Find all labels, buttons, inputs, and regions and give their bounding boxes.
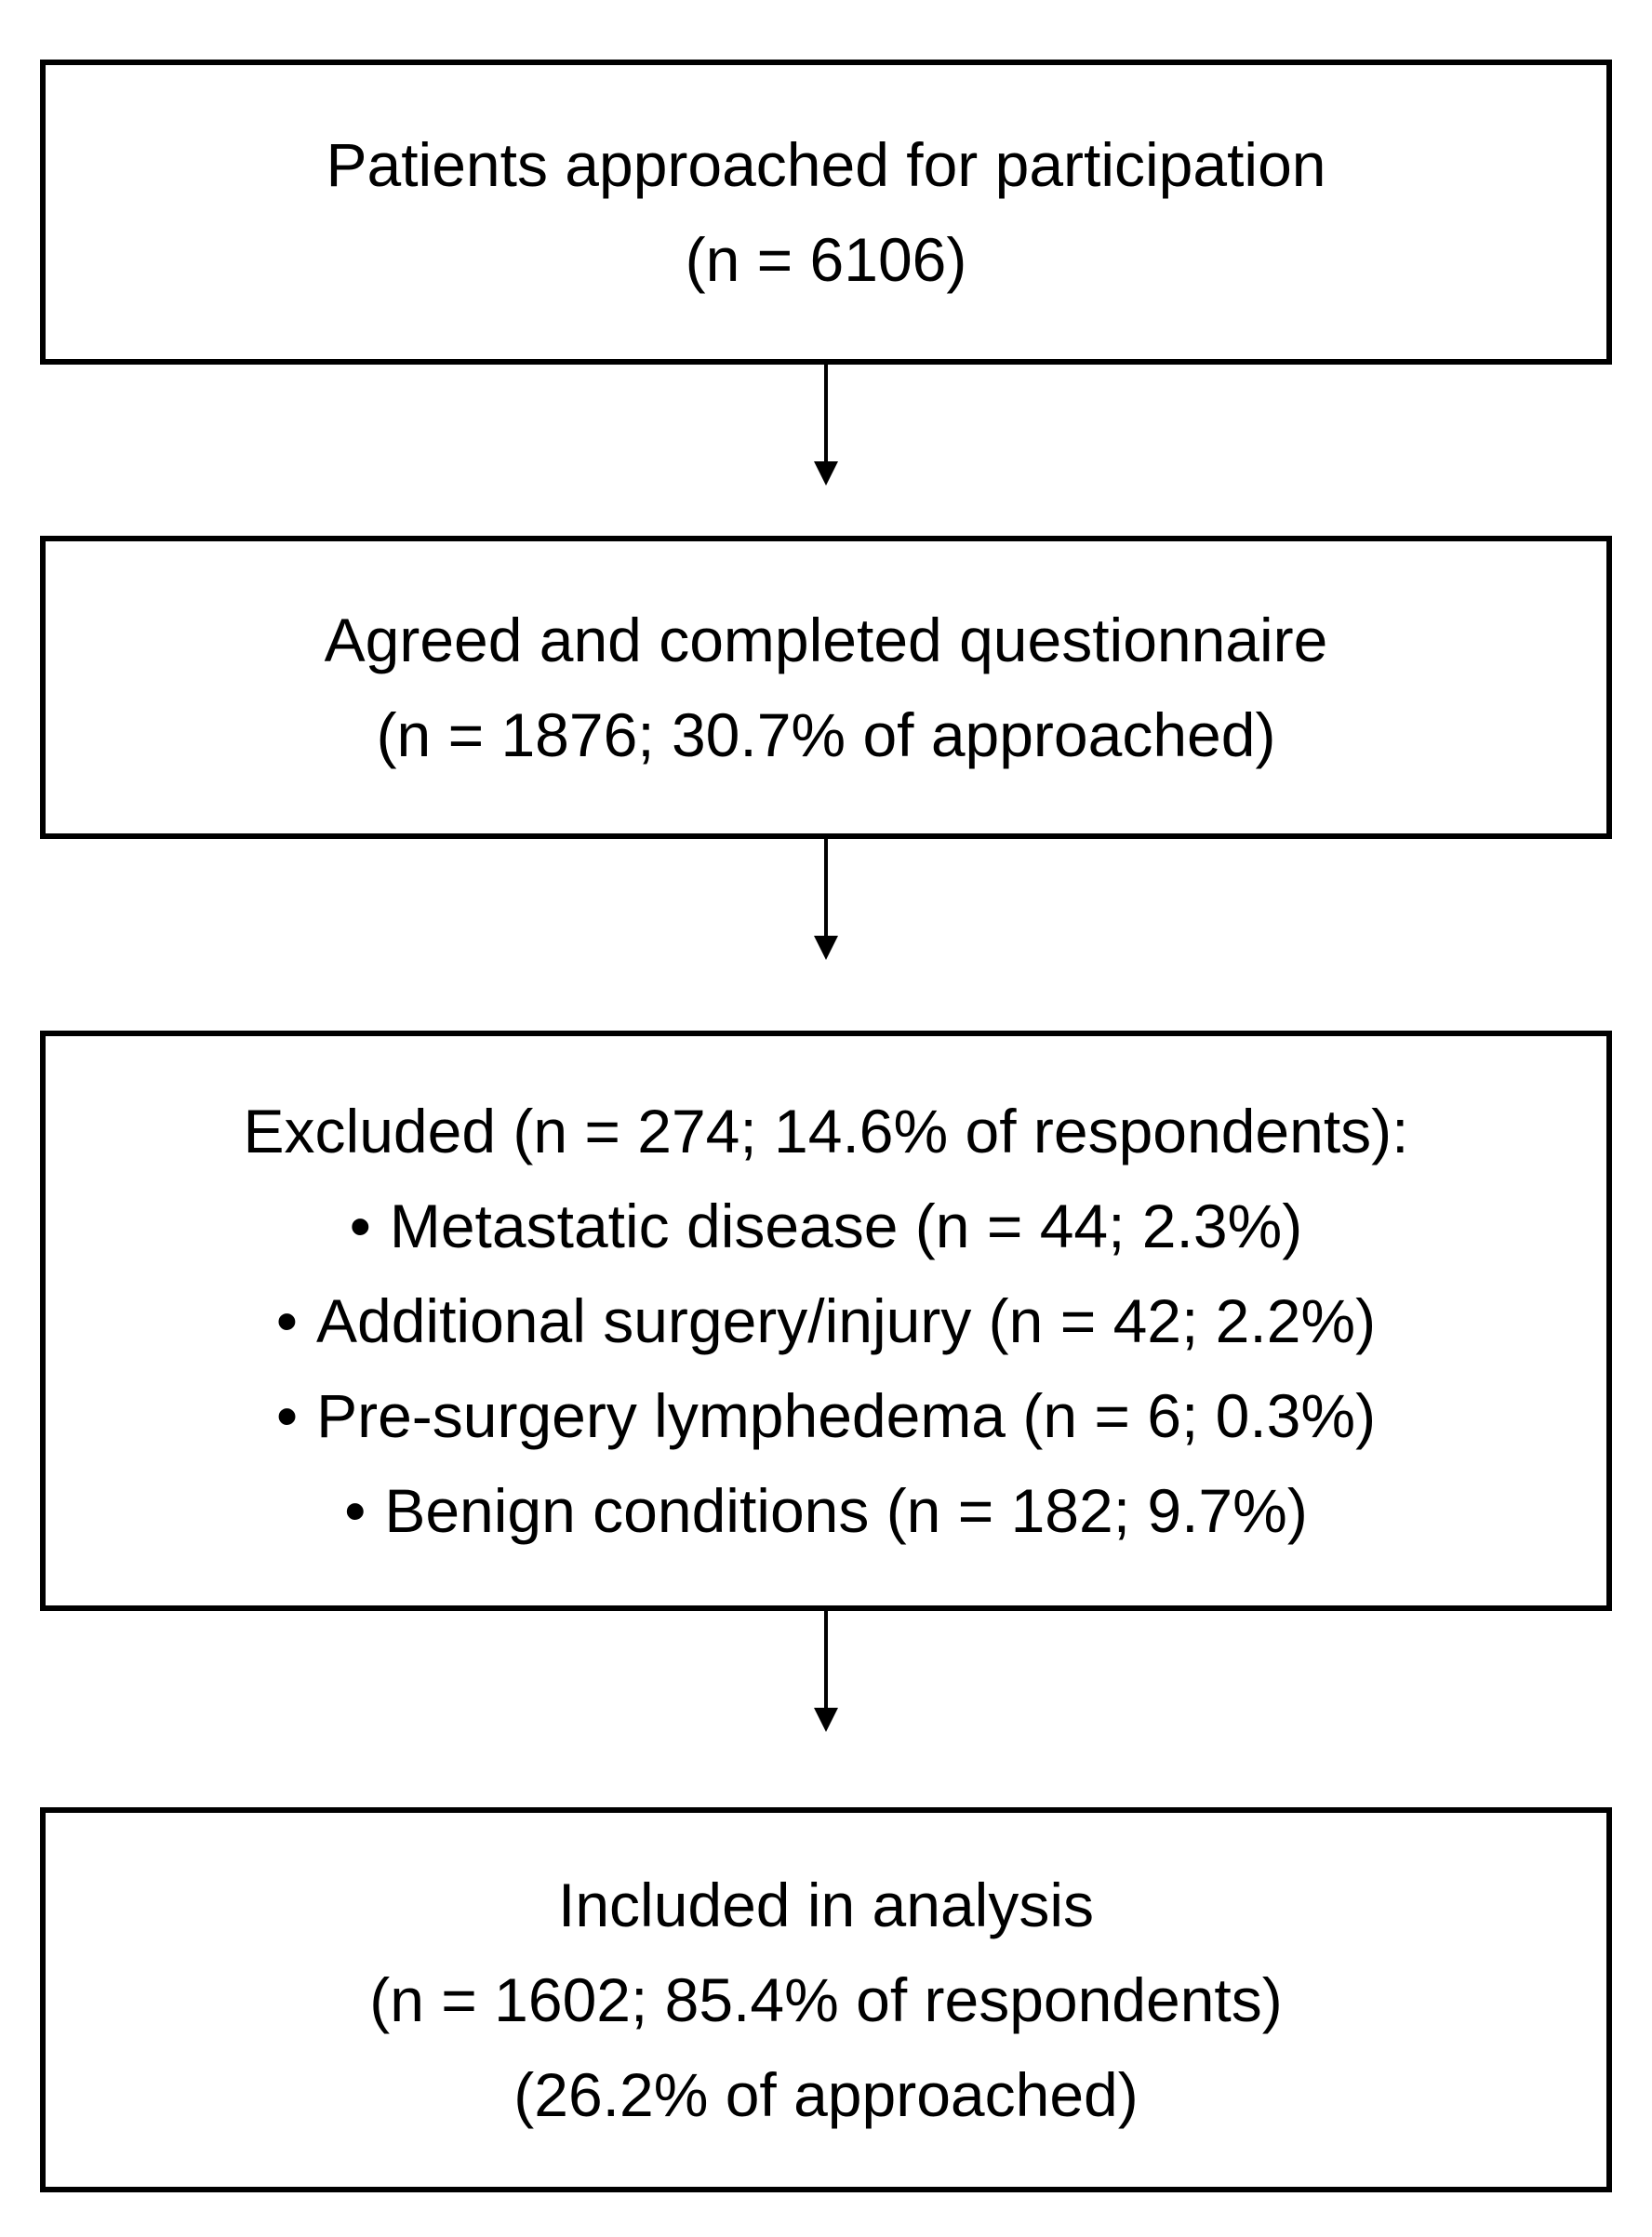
- box-included-in-analysis: Included in analysis (n = 1602; 85.4% of…: [40, 1807, 1612, 2192]
- down-arrow-2: [813, 839, 839, 960]
- arrow-stem: [824, 365, 828, 461]
- bullet-icon: •: [349, 1192, 371, 1260]
- down-arrow-1: [813, 365, 839, 486]
- excluded-bullet-benign-conditions-text: Benign conditions (n = 182; 9.7%): [384, 1476, 1308, 1545]
- excluded-bullet-metastatic: • Metastatic disease (n = 44; 2.3%): [350, 1178, 1302, 1273]
- included-title: Included in analysis: [557, 1871, 1095, 1939]
- included-count-approached: (26.2% of approached): [513, 2060, 1139, 2129]
- bullet-icon: •: [344, 1476, 366, 1545]
- box-patients-approached: Patients approached for participation (n…: [40, 60, 1612, 365]
- bullet-icon: •: [275, 1286, 298, 1355]
- approached-count: (n = 6106): [685, 225, 967, 294]
- excluded-bullet-metastatic-text: Metastatic disease (n = 44; 2.3%): [389, 1192, 1303, 1260]
- excluded-bullet-pre-surgery-lymphedema-text: Pre-surgery lymphedema (n = 6; 0.3%): [316, 1381, 1377, 1450]
- excluded-bullet-additional-surgery-text: Additional surgery/injury (n = 42; 2.2%): [316, 1286, 1377, 1355]
- bullet-icon: •: [275, 1381, 299, 1450]
- arrow-head-icon: [814, 1708, 838, 1732]
- excluded-bullet-benign-conditions: • Benign conditions (n = 182; 9.7%): [344, 1463, 1308, 1558]
- box-excluded: Excluded (n = 274; 14.6% of respondents)…: [40, 1031, 1612, 1611]
- approached-title: Patients approached for participation: [326, 130, 1326, 199]
- excluded-bullet-pre-surgery-lymphedema: • Pre-surgery lymphedema (n = 6; 0.3%): [276, 1368, 1376, 1463]
- completed-title: Agreed and completed questionnaire: [324, 606, 1328, 674]
- completed-count: (n = 1876; 30.7% of approached): [376, 700, 1276, 769]
- box-completed-questionnaire: Agreed and completed questionnaire (n = …: [40, 536, 1612, 839]
- arrow-head-icon: [814, 461, 838, 486]
- arrow-stem: [824, 839, 828, 936]
- included-count-respondents: (n = 1602; 85.4% of respondents): [369, 1965, 1283, 2034]
- excluded-heading: Excluded (n = 274; 14.6% of respondents)…: [243, 1097, 1409, 1165]
- arrow-head-icon: [814, 936, 838, 960]
- down-arrow-3: [813, 1611, 839, 1732]
- arrow-stem: [824, 1611, 828, 1708]
- excluded-bullet-additional-surgery: • Additional surgery/injury (n = 42; 2.2%…: [276, 1273, 1376, 1368]
